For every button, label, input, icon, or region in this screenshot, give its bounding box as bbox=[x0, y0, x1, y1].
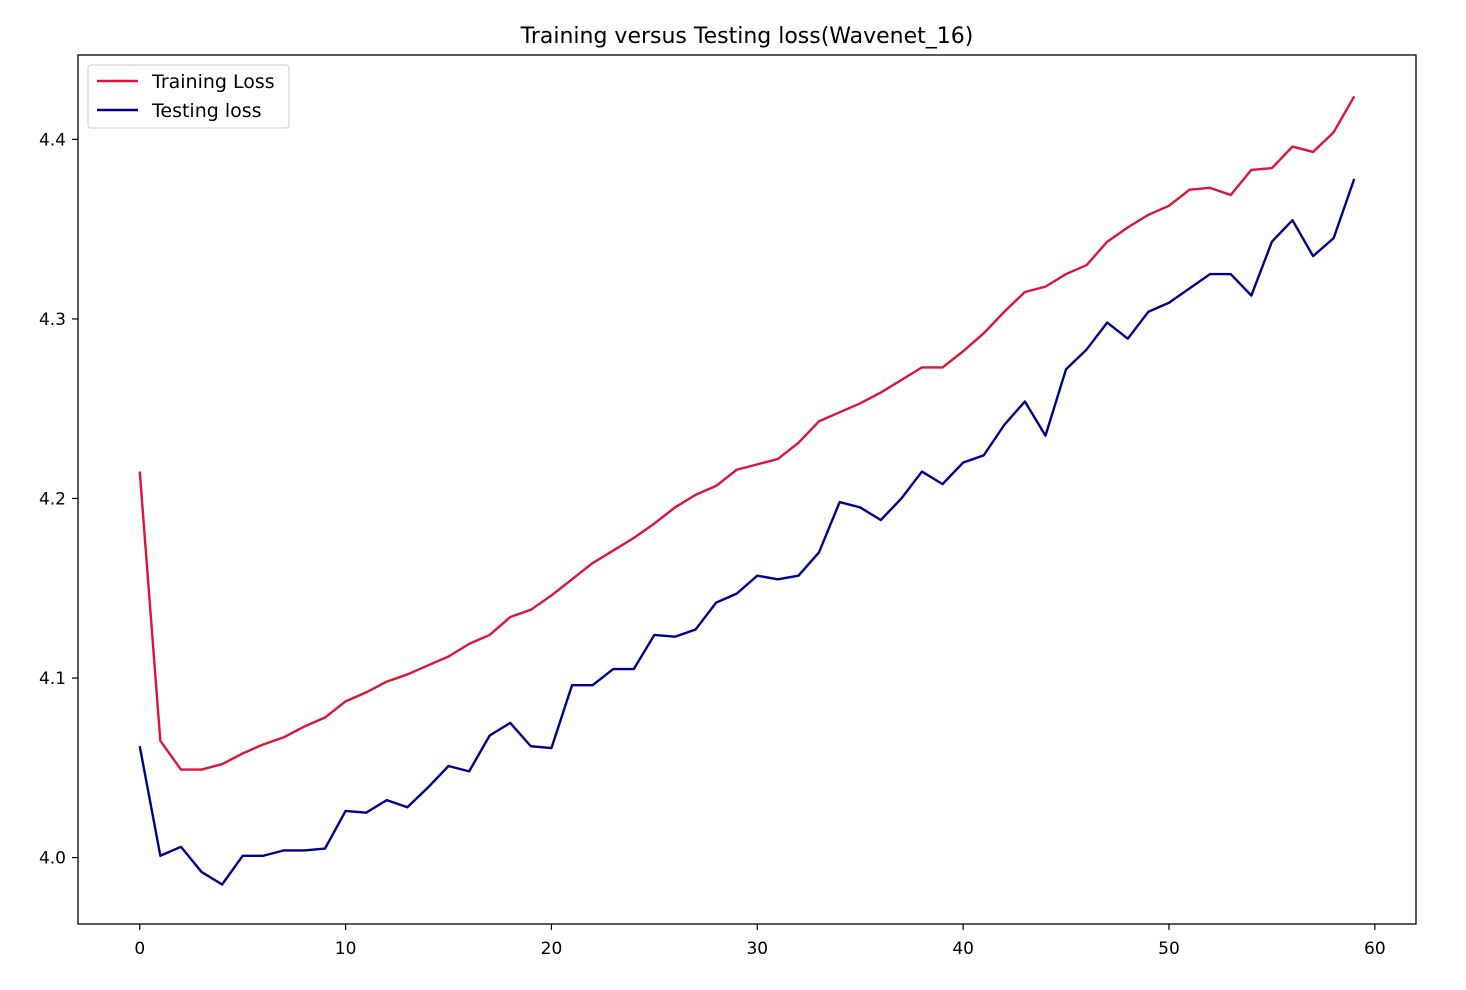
legend-label: Testing loss bbox=[151, 100, 262, 122]
y-tick-label: 4.0 bbox=[39, 849, 66, 869]
y-tick-label: 4.2 bbox=[39, 489, 66, 509]
x-tick-label: 20 bbox=[541, 939, 563, 959]
plot-frame bbox=[77, 54, 1417, 925]
legend-label: Training Loss bbox=[151, 71, 275, 93]
series-line-testing-loss bbox=[138, 178, 1356, 886]
y-tick-label: 4.3 bbox=[39, 310, 66, 330]
legend-box bbox=[87, 64, 290, 129]
y-tick-label: 4.1 bbox=[39, 669, 66, 689]
y-tick-label: 4.4 bbox=[39, 130, 66, 150]
x-tick-label: 50 bbox=[1158, 939, 1180, 959]
x-tick-label: 40 bbox=[952, 939, 974, 959]
x-tick-label: 0 bbox=[134, 939, 145, 959]
x-tick-label: 30 bbox=[746, 939, 768, 959]
series-line-training-loss bbox=[138, 95, 1356, 771]
legend: Training Loss Testing loss bbox=[87, 64, 290, 129]
x-tick-label: 60 bbox=[1364, 939, 1386, 959]
chart-title: Training versus Testing loss(Wavenet_16) bbox=[520, 24, 974, 49]
x-tick-label: 10 bbox=[335, 939, 357, 959]
